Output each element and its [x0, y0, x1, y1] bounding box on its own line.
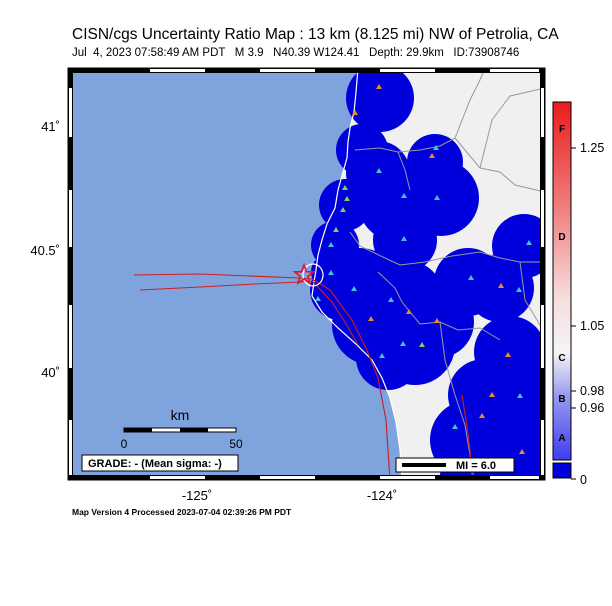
- mi-box: [395, 457, 515, 473]
- map-version-footer: Map Version 4 Processed 2023-07-04 02:39…: [72, 507, 292, 517]
- grade-label: GRADE: - (Mean sigma: -): [88, 458, 222, 470]
- grade-letter-a: A: [558, 433, 565, 444]
- legend-value-1-25: 1.25: [580, 141, 604, 155]
- legend-value-0: 0: [580, 473, 587, 487]
- lon-tick-124: -124˚: [367, 488, 397, 503]
- colorbar-ticks: [571, 147, 576, 480]
- scale-unit: km: [171, 407, 190, 423]
- lon-tick-125: -125˚: [182, 488, 212, 503]
- scale-bar: [123, 427, 237, 433]
- legend-value-1-05: 1.05: [580, 319, 604, 333]
- grade-letter-d: D: [558, 232, 565, 243]
- scale-start: 0: [121, 437, 128, 451]
- boundary-lines: [349, 68, 545, 480]
- event-details: Jul 4, 2023 07:58:49 AM PDT M 3.9 N40.39…: [72, 47, 520, 59]
- epicenter-contour: [302, 263, 324, 287]
- station-markers: [315, 84, 532, 454]
- colorbar: [552, 101, 572, 461]
- legend-value-0-96: 0.96: [580, 401, 604, 415]
- lat-tick-41: 41˚: [41, 119, 60, 134]
- mi-line-sample: [402, 463, 446, 467]
- coastline: [311, 68, 403, 480]
- epicenter-star: [292, 262, 316, 286]
- mi-label: MI = 6.0: [456, 460, 496, 472]
- grade-letter-f: F: [559, 124, 565, 135]
- map-title: CISN/cgs Uncertainty Ratio Map : 13 km (…: [72, 26, 559, 43]
- legend-value-0-98: 0.98: [580, 384, 604, 398]
- lat-tick-40: 40˚: [41, 365, 60, 380]
- grade-letter-c: C: [558, 353, 565, 364]
- frame-tick-gaps: [69, 69, 544, 479]
- grade-box: [81, 454, 239, 472]
- lat-tick-40-5: 40.5˚: [30, 243, 60, 258]
- scale-end: 50: [229, 437, 243, 451]
- low-uncertainty-zone: [310, 68, 545, 480]
- colorbar-zero-swatch: [552, 462, 572, 479]
- grade-letter-b: B: [558, 394, 565, 405]
